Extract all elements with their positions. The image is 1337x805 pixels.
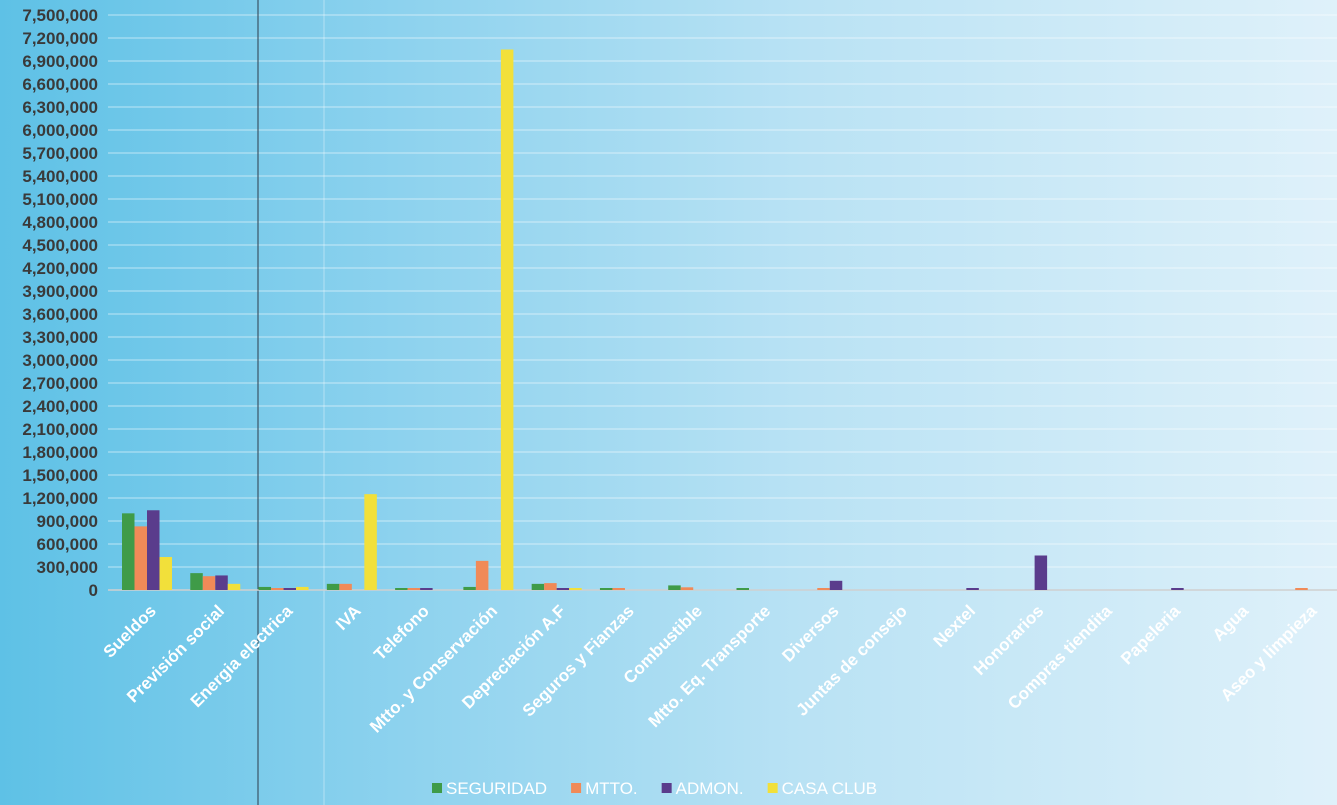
y-tick-label: 3,900,000	[22, 282, 98, 301]
bar-mtto	[407, 588, 421, 590]
bar-mtto	[475, 560, 489, 590]
bar-casa-club	[296, 586, 309, 590]
y-tick-label: 5,100,000	[22, 190, 98, 209]
legend-swatch	[432, 783, 442, 793]
y-tick-label: 0	[89, 581, 98, 600]
bar-mtto	[544, 583, 557, 590]
bar-seguridad	[463, 586, 476, 590]
x-tick-label: Nextel	[930, 601, 980, 651]
y-tick-label: 3,300,000	[22, 328, 98, 347]
bar-mtto	[134, 526, 147, 590]
bar-admon	[556, 588, 570, 590]
legend-swatch	[767, 783, 778, 793]
x-tick-label: IVA	[332, 601, 365, 634]
y-tick-label: 4,200,000	[22, 259, 98, 278]
x-tick-label: Telefono	[370, 601, 433, 664]
bar-seguridad	[326, 583, 340, 590]
x-tick-label: Diversos	[778, 601, 842, 665]
bar-admon	[966, 588, 979, 590]
bar-seguridad	[122, 513, 135, 590]
bar-seguridad	[531, 583, 545, 590]
bar-seguridad	[599, 588, 613, 590]
y-tick-label: 1,800,000	[22, 443, 98, 462]
bar-mtto	[339, 583, 352, 590]
bar-mtto	[271, 588, 284, 590]
y-tick-label: 5,700,000	[22, 144, 98, 163]
x-tick-label: Mtto. Eq. Transporte	[645, 601, 775, 731]
bar-mtto	[202, 576, 216, 590]
y-tick-label: 6,000,000	[22, 121, 98, 140]
bar-casa-club	[364, 494, 377, 590]
bar-seguridad	[668, 585, 681, 590]
y-tick-label: 4,500,000	[22, 236, 98, 255]
bar-seguridad	[258, 586, 272, 590]
bar-admon	[829, 580, 843, 590]
x-tick-label: Papeleria	[1117, 601, 1184, 668]
x-tick-label: Seguros y Fianzas	[519, 601, 638, 720]
bar-mtto	[817, 588, 830, 590]
bar-casa-club	[159, 557, 172, 590]
legend-swatch	[661, 783, 672, 793]
y-tick-label: 6,600,000	[22, 75, 98, 94]
y-tick-label: 1,200,000	[22, 489, 98, 508]
bar-admon	[1034, 555, 1048, 590]
bar-casa-club	[569, 588, 582, 590]
y-tick-label: 2,100,000	[22, 420, 98, 439]
y-tick-label: 3,600,000	[22, 305, 98, 324]
bar-seguridad	[395, 588, 408, 590]
legend-swatch	[571, 783, 582, 793]
bar-seguridad	[190, 573, 203, 590]
legend-label: MTTO.	[585, 779, 638, 798]
bar-mtto	[680, 587, 694, 590]
bar-admon	[1171, 588, 1184, 590]
bar-seguridad	[736, 588, 749, 590]
legend-label: ADMON.	[676, 779, 744, 798]
y-tick-label: 7,500,000	[22, 6, 98, 25]
y-tick-label: 300,000	[37, 558, 98, 577]
y-tick-label: 4,800,000	[22, 213, 98, 232]
y-tick-label: 1,500,000	[22, 466, 98, 485]
y-tick-label: 2,700,000	[22, 374, 98, 393]
bar-casa-club	[500, 49, 514, 590]
x-tick-label: Mtto. y Conservación	[366, 601, 501, 736]
y-tick-label: 5,400,000	[22, 167, 98, 186]
x-tick-label: Agua	[1209, 601, 1253, 645]
y-tick-label: 600,000	[37, 535, 98, 554]
bar-admon	[215, 575, 228, 590]
y-tick-label: 900,000	[37, 512, 98, 531]
bar-mtto	[612, 588, 625, 590]
y-tick-label: 3,000,000	[22, 351, 98, 370]
bar-admon	[283, 588, 297, 590]
bar-mtto	[1295, 588, 1308, 590]
bar-admon	[420, 588, 433, 590]
bar-admon	[147, 510, 160, 590]
y-tick-label: 6,900,000	[22, 52, 98, 71]
legend-label: SEGURIDAD	[446, 779, 547, 798]
x-tick-label: Sueldos	[100, 601, 160, 661]
legend-label: CASA CLUB	[782, 779, 877, 798]
y-tick-label: 6,300,000	[22, 98, 98, 117]
y-tick-label: 2,400,000	[22, 397, 98, 416]
y-tick-label: 7,200,000	[22, 29, 98, 48]
bar-casa-club	[227, 583, 241, 590]
